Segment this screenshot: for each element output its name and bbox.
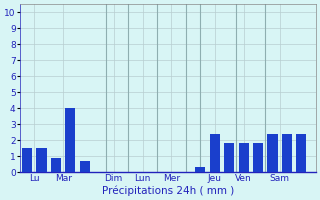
Bar bbox=[268, 134, 277, 172]
Bar bbox=[253, 143, 263, 172]
Bar bbox=[51, 158, 61, 172]
Bar bbox=[65, 108, 76, 172]
Bar bbox=[210, 134, 220, 172]
Bar bbox=[36, 148, 46, 172]
Bar bbox=[224, 143, 234, 172]
Bar bbox=[296, 134, 307, 172]
X-axis label: Précipitations 24h ( mm ): Précipitations 24h ( mm ) bbox=[102, 185, 234, 196]
Bar bbox=[239, 143, 249, 172]
Bar bbox=[282, 134, 292, 172]
Bar bbox=[80, 161, 90, 172]
Bar bbox=[22, 148, 32, 172]
Bar bbox=[195, 167, 205, 172]
